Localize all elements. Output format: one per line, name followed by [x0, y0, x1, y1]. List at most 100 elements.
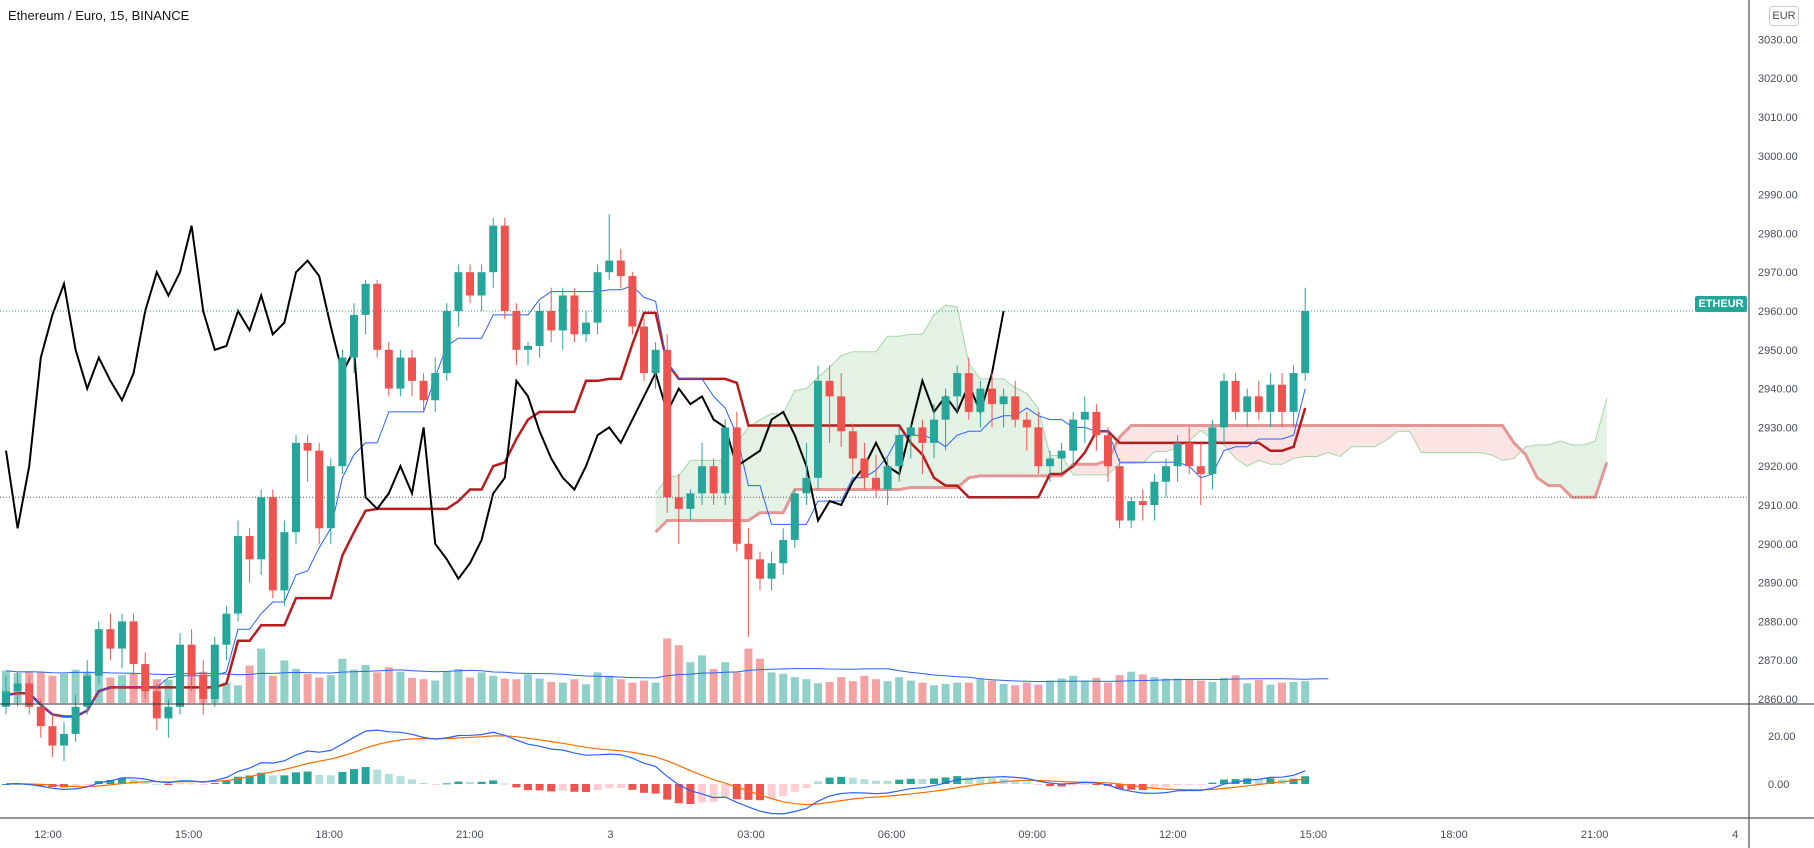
- macd-histogram-bar: [466, 781, 474, 784]
- volume-bar: [1278, 682, 1286, 703]
- candle: [500, 217, 509, 319]
- volume-bar: [303, 674, 312, 703]
- candle: [906, 423, 915, 459]
- time-tick-label: 3: [607, 829, 613, 841]
- candle: [1057, 442, 1066, 474]
- macd-histogram-bar: [524, 784, 532, 791]
- cloud-segment: [1131, 425, 1143, 464]
- volume-bar: [36, 672, 45, 703]
- candle: [60, 722, 68, 762]
- candle: [13, 671, 22, 707]
- candle: [837, 373, 846, 447]
- cloud-segment: [876, 336, 888, 490]
- volume-bar: [118, 675, 126, 703]
- last-price-label: ETHEUR: [1695, 296, 1747, 312]
- candle: [860, 442, 869, 490]
- price-axis[interactable]: 3030.00 3020.00 3010.00 3000.00 2990.00 2980.…: [1748, 0, 1798, 848]
- candle: [1208, 419, 1217, 490]
- macd-histogram-bar: [663, 784, 672, 800]
- price-tick-label: 2930.00: [1758, 422, 1798, 434]
- candle: [1254, 380, 1263, 420]
- candle: [94, 621, 103, 684]
- candle: [674, 473, 683, 544]
- candle-body: [1243, 396, 1252, 412]
- candle: [814, 365, 822, 490]
- candle-body: [570, 295, 579, 335]
- macd-histogram-bar: [210, 782, 219, 784]
- cloud-segment: [1386, 425, 1398, 441]
- volume-bar: [767, 672, 776, 703]
- macd-histogram-bar: [384, 773, 393, 784]
- volume-bar: [558, 682, 567, 703]
- volume-bar: [500, 678, 509, 703]
- price-tick-label: 2890.00: [1758, 578, 1798, 590]
- candle: [210, 636, 219, 707]
- macd-pane: [0, 703, 1814, 815]
- candle: [361, 279, 370, 335]
- candle-body: [419, 380, 428, 401]
- macd-histogram-bar: [906, 778, 915, 784]
- candle: [582, 311, 590, 343]
- candle-body: [605, 260, 614, 273]
- candlestick-series[interactable]: [2, 214, 1310, 762]
- candle-body: [1208, 427, 1217, 474]
- candle-body: [1196, 466, 1205, 474]
- macd-histogram-bar: [280, 775, 289, 784]
- candle: [1243, 388, 1252, 428]
- candle-body: [1011, 396, 1020, 420]
- macd-histogram-bar: [872, 780, 880, 784]
- time-tick-label: 18:00: [315, 829, 343, 841]
- macd-histogram-bar: [1196, 784, 1205, 785]
- candle: [187, 629, 196, 692]
- volume-bar: [1092, 677, 1101, 703]
- candle-body: [1301, 311, 1310, 374]
- candle-body: [303, 442, 312, 451]
- candle-body: [582, 322, 590, 335]
- macd-histogram-bar: [396, 776, 405, 784]
- cloud-segment: [1467, 425, 1480, 453]
- volume-bar: [999, 683, 1008, 703]
- currency-button[interactable]: EUR: [1769, 6, 1799, 26]
- volume-bar: [953, 682, 962, 703]
- cloud-segment: [945, 305, 958, 488]
- price-tick-label: 2900.00: [1758, 539, 1798, 551]
- candle-body: [210, 644, 219, 699]
- candle-body: [141, 664, 150, 692]
- signal-line: [5, 735, 1306, 806]
- candle-body: [1138, 501, 1147, 505]
- volume-bar: [524, 674, 532, 703]
- macd-histogram-bar: [976, 777, 985, 784]
- candle-body: [36, 706, 45, 727]
- volume-bar: [790, 677, 799, 703]
- candle: [303, 435, 312, 482]
- volume-bar: [384, 667, 393, 703]
- candle: [384, 342, 393, 397]
- candle: [164, 699, 173, 738]
- macd-histogram-bar: [1057, 784, 1066, 787]
- candle-body: [860, 458, 869, 478]
- macd-histogram-bar: [1301, 776, 1310, 784]
- cloud-segment: [1073, 464, 1085, 475]
- macd-histogram-bar: [2, 784, 10, 785]
- candle: [616, 248, 625, 288]
- candle-body: [616, 260, 625, 277]
- time-tick-label: 06:00: [878, 829, 906, 841]
- cloud-segment: [1282, 425, 1294, 465]
- macd-histogram-bar: [234, 776, 242, 784]
- macd-histogram-bar: [883, 780, 892, 784]
- time-axis[interactable]: 12:00 15:00 18:00 21:00 3 03:00 06:00 09:00 12:0…: [0, 817, 1814, 841]
- volume-bar: [1208, 681, 1217, 703]
- volume-bar: [640, 680, 648, 703]
- volume-bar: [1138, 674, 1147, 703]
- volume-bar: [651, 682, 660, 703]
- macd-histogram-bar: [1208, 782, 1217, 784]
- candle: [663, 334, 672, 513]
- candle: [1080, 396, 1089, 443]
- candle: [570, 287, 579, 343]
- price-tick-label: 2880.00: [1758, 616, 1798, 628]
- candle-body: [71, 706, 80, 734]
- macd-histogram-bar: [106, 779, 115, 784]
- candle-body: [48, 726, 57, 746]
- candle-body: [1266, 384, 1275, 412]
